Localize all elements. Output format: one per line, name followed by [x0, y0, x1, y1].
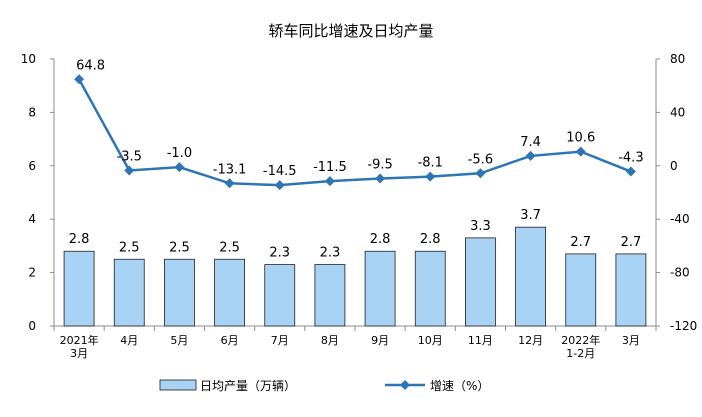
line-data-label: -13.1 — [213, 162, 247, 177]
line-data-label: -9.5 — [367, 157, 392, 172]
x-tick-label: 8月 — [321, 334, 339, 347]
y-right-tick-label: 0 — [670, 159, 678, 173]
line-data-label: -11.5 — [313, 160, 347, 175]
line-data-label: -1.0 — [167, 146, 192, 161]
line-point — [525, 150, 536, 161]
bar-data-label: 2.3 — [269, 246, 290, 261]
x-tick-label: 9月 — [371, 334, 389, 347]
bar-data-label: 2.7 — [570, 235, 591, 250]
line-point — [224, 178, 235, 189]
y-left-tick-label: 6 — [28, 159, 36, 173]
bar — [264, 264, 296, 327]
line-point — [74, 74, 85, 85]
y-left-tick-label: 8 — [28, 105, 36, 119]
y-left-tick-label: 4 — [28, 212, 36, 226]
line-point — [475, 168, 486, 179]
x-tick-label: 12月 — [518, 334, 543, 347]
bar-data-label: 2.5 — [219, 240, 240, 255]
line-data-label: -14.5 — [263, 164, 297, 179]
bar — [565, 253, 597, 327]
line-point — [124, 165, 135, 176]
bar-data-label: 2.5 — [169, 240, 190, 255]
line-data-label: -4.3 — [618, 151, 643, 166]
legend-line-label: 增速（%） — [430, 379, 489, 393]
bar-data-label: 2.8 — [69, 232, 90, 247]
line-data-label: 10.6 — [566, 131, 595, 146]
bar — [615, 253, 647, 327]
bar — [314, 264, 346, 327]
y-left-tick-label: 0 — [28, 319, 36, 333]
bar — [113, 258, 145, 327]
x-tick-label: 4月 — [120, 334, 138, 347]
bar — [63, 250, 95, 327]
line-point — [575, 146, 586, 157]
x-tick-label: 2021年 3月 — [60, 333, 99, 360]
x-tick-label: 6月 — [221, 334, 239, 347]
x-tick-label: 5月 — [170, 334, 188, 347]
line-point — [274, 180, 285, 191]
legend-line-marker — [400, 380, 410, 390]
line-data-label: -5.6 — [468, 152, 493, 167]
bar — [164, 258, 195, 327]
line-point — [625, 166, 636, 177]
x-tick-label: 7月 — [271, 334, 289, 347]
bar-series: 2.8 2.5 2.5 2.5 2.3 2.3 2.8 2.8 3.3 3.7 2.7 2.7 — [63, 208, 647, 327]
y-left-tick-label: 2 — [28, 266, 36, 280]
bar-data-label: 2.8 — [370, 232, 391, 247]
line-point — [375, 173, 386, 184]
line-point — [425, 171, 436, 182]
bar — [414, 250, 446, 327]
y-left-tick-label: 10 — [21, 52, 36, 66]
x-tick-label: 3月 — [622, 334, 640, 347]
bar — [214, 258, 245, 327]
bar-data-label: 2.8 — [420, 232, 441, 247]
x-tick-label: 10月 — [418, 334, 443, 347]
bar-data-label: 2.7 — [621, 235, 642, 250]
y-right-tick-label: -80 — [670, 266, 690, 280]
legend: 日均产量（万辆） 增速（%） — [159, 379, 489, 393]
line-data-label: 64.8 — [76, 58, 105, 73]
bar — [465, 237, 496, 327]
y-right-tick-label: -120 — [670, 319, 697, 333]
line-point — [174, 162, 185, 173]
chart-title: 轿车同比增速及日均产量 — [268, 22, 433, 40]
bar-data-label: 2.3 — [320, 246, 341, 261]
bar — [515, 226, 546, 327]
line-point — [324, 176, 335, 187]
y-right-tick-label: -40 — [670, 212, 690, 226]
bar-data-label: 3.3 — [470, 219, 491, 234]
line-data-label: -3.5 — [117, 149, 142, 164]
line-data-label: 7.4 — [520, 135, 541, 150]
axes: 0 2 4 6 8 10 -120 -80 -40 0 40 80 2021年 3月 4月 5月 6月 7月 8月 9… — [21, 52, 698, 360]
y-right-tick-label: 80 — [670, 52, 685, 66]
bar — [364, 250, 396, 327]
bar-data-label: 2.5 — [119, 240, 140, 255]
y-right-tick-label: 40 — [670, 105, 685, 119]
legend-bar-label: 日均产量（万辆） — [200, 379, 296, 393]
bar-data-label: 3.7 — [520, 208, 541, 223]
growth-line — [77, 78, 632, 187]
line-data-label: -8.1 — [418, 156, 443, 171]
x-tick-label: 2022年 1-2月 — [561, 333, 600, 360]
legend-bar-swatch — [159, 379, 197, 391]
x-tick-label: 11月 — [468, 334, 493, 347]
line-series: 64.8 -3.5 -1.0 -13.1 -14.5 -11.5 -9.5 -8.1 -5.6 7… — [74, 58, 644, 191]
